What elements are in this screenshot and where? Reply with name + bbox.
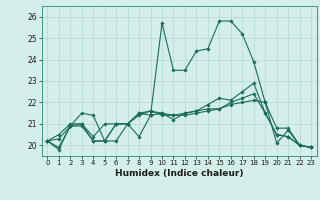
X-axis label: Humidex (Indice chaleur): Humidex (Indice chaleur)	[115, 169, 244, 178]
